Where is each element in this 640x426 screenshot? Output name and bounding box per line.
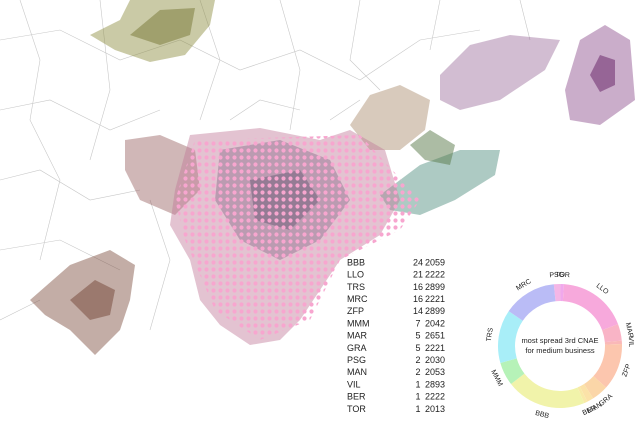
row-count: 1 [415, 404, 420, 414]
donut-center-text: most spread 3rd CNAE [521, 336, 598, 345]
row-year: 2899 [425, 306, 445, 316]
donut-segment [553, 283, 561, 302]
donut-segment [500, 358, 525, 385]
segment-label: MMM [489, 369, 503, 388]
row-code: VIL [347, 379, 361, 389]
segment-label: BBB [534, 410, 550, 420]
density-blobs [30, 0, 635, 355]
row-code: MAN [347, 367, 367, 377]
donut-segment [602, 324, 622, 343]
segment-label: MRC [515, 278, 532, 292]
row-code: PSG [347, 355, 366, 365]
segment-label: VIL [627, 336, 635, 347]
row-year: 2053 [425, 367, 445, 377]
row-code: LLO [347, 270, 364, 280]
row-code: MRC [347, 294, 368, 304]
row-count: 16 [413, 282, 423, 292]
donut-segment [497, 311, 523, 363]
row-year: 2221 [425, 294, 445, 304]
row-year: 2030 [425, 355, 445, 365]
row-count: 21 [413, 270, 423, 280]
donut-segment [577, 386, 588, 404]
row-year: 2222 [425, 392, 445, 402]
donut-segment [593, 344, 623, 388]
row-year: 2651 [425, 331, 445, 341]
donut-segment [579, 384, 594, 402]
row-code: GRA [347, 343, 367, 353]
donut-segment [508, 284, 556, 321]
row-year: 2893 [425, 379, 445, 389]
row-count: 2 [415, 355, 420, 365]
segment-label: ZFP [621, 363, 632, 378]
row-count: 24 [413, 257, 423, 267]
donut-segment [562, 284, 619, 331]
donut-segment [584, 376, 607, 399]
row-code: ZFP [347, 306, 364, 316]
row-code: TRS [347, 282, 365, 292]
donut-segment [511, 373, 585, 408]
segment-label: BER [582, 405, 598, 417]
row-count: 16 [413, 294, 423, 304]
row-count: 5 [415, 343, 420, 353]
row-code: TOR [347, 404, 366, 414]
donut-chart: most spread 3rd CNAE for medium business… [486, 272, 635, 421]
row-year: 2013 [425, 404, 445, 414]
boundaries [0, 0, 531, 331]
row-code: MMM [347, 318, 370, 328]
segment-label: TOR [555, 272, 570, 280]
segment-label: TRS [486, 327, 495, 342]
row-count: 5 [415, 331, 420, 341]
row-code: BBB [347, 257, 365, 267]
donut-center-text: for medium business [525, 346, 594, 355]
row-year: 2222 [425, 270, 445, 280]
row-year: 2059 [425, 257, 445, 267]
row-year: 2221 [425, 343, 445, 353]
row-count: 2 [415, 367, 420, 377]
row-year: 2042 [425, 318, 445, 328]
row-count: 1 [415, 392, 420, 402]
row-count: 7 [415, 318, 420, 328]
row-year: 2899 [425, 282, 445, 292]
donut-segment [560, 284, 564, 302]
row-code: MAR [347, 331, 368, 341]
segment-label: PSG [549, 272, 564, 280]
row-code: BER [347, 392, 366, 402]
row-count: 14 [413, 306, 423, 316]
donut-segment [604, 340, 622, 345]
segment-label: MAR [624, 322, 634, 339]
segment-label: LLO [595, 282, 610, 296]
row-count: 1 [415, 379, 420, 389]
